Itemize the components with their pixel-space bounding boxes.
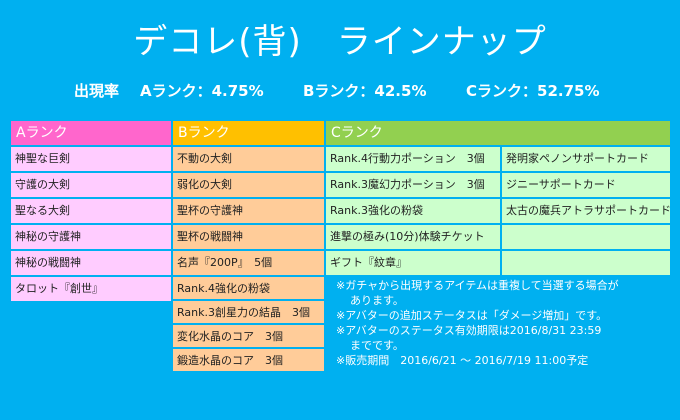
- header-rank-a: Aランク: [10, 120, 172, 146]
- header-rank-b: Bランク: [172, 120, 325, 146]
- rank-c-item: 進撃の極み(10分)体験チケット: [325, 224, 501, 250]
- rank-a-item: 神聖な巨剣: [10, 146, 172, 172]
- rank-c-item-empty: [501, 224, 671, 250]
- rank-a-item: タロット『創世』: [10, 276, 172, 302]
- note-duplicate-cont: あります。: [350, 294, 404, 307]
- rate-a: Aランク：4.75%: [140, 82, 264, 100]
- rank-c-item: Rank.3魔幻力ポーション 3個: [325, 172, 501, 198]
- page-title: デコレ(背) ラインナップ: [133, 22, 547, 62]
- rank-b-item: 変化水晶のコア 3個: [172, 324, 325, 348]
- rank-c-item: Rank.3強化の粉袋: [325, 198, 501, 224]
- rank-c-item-empty: [501, 250, 671, 276]
- rank-b-item: 名声『200P』 5個: [172, 250, 325, 276]
- rate-c: Cランク：52.75%: [466, 82, 600, 100]
- rank-b-item: 鍛造水晶のコア 3個: [172, 348, 325, 372]
- rate-label: 出現率: [74, 82, 120, 100]
- rank-b-item: 聖杯の戦闘神: [172, 224, 325, 250]
- rank-b-item: 不動の大剣: [172, 146, 325, 172]
- rank-c-item: ギフト『紋章』: [325, 250, 501, 276]
- rank-c-item: 発明家ペノンサポートカード: [501, 146, 671, 172]
- notes: ※ガチャから出現するアイテムは重複して当選する場合が あります。 ※アバターの追…: [336, 278, 676, 368]
- rank-c-item: ジニーサポートカード: [501, 172, 671, 198]
- note-expiry-cont: までです。: [350, 339, 404, 352]
- note-duplicate: ※ガチャから出現するアイテムは重複して当選する場合が: [336, 279, 619, 292]
- rank-a-item: 神秘の戦闘神: [10, 250, 172, 276]
- rank-b-item: 弱化の大剣: [172, 172, 325, 198]
- header-rank-c: Cランク: [325, 120, 671, 146]
- rank-b-item: 聖杯の守護神: [172, 198, 325, 224]
- rank-a-item: 守護の大剣: [10, 172, 172, 198]
- rank-c-item: Rank.4行動力ポーション 3個: [325, 146, 501, 172]
- note-sales-period: ※販売期間 2016/6/21 ～ 2016/7/19 11:00予定: [336, 354, 589, 367]
- note-avatar-status: ※アバターの追加ステータスは「ダメージ増加」です。: [336, 309, 608, 322]
- rank-a-item: 神秘の守護神: [10, 224, 172, 250]
- rank-a-item: 聖なる大剣: [10, 198, 172, 224]
- rate-b: Bランク：42.5%: [303, 82, 427, 100]
- note-expiry: ※アバターのステータス有効期限は2016/8/31 23:59: [336, 324, 602, 337]
- rank-b-item: Rank.4強化の粉袋: [172, 276, 325, 300]
- rank-b-item: Rank.3創星力の結晶 3個: [172, 300, 325, 324]
- rank-c-item: 太古の魔兵アトラサポートカード: [501, 198, 671, 224]
